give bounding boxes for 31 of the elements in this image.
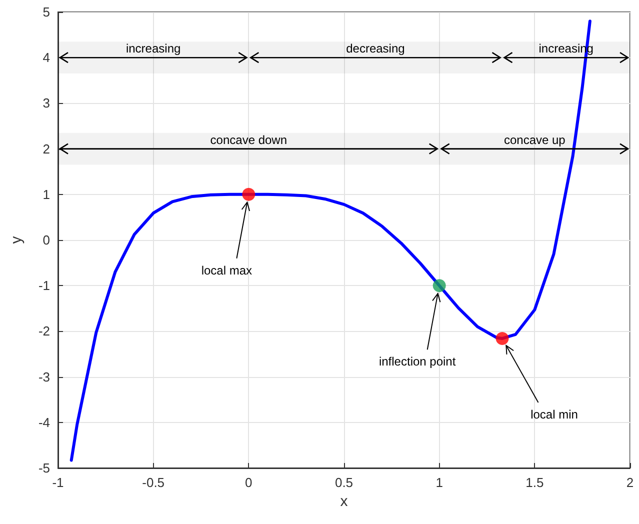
y-tick-label: 5	[42, 4, 50, 20]
point	[432, 279, 446, 292]
annotation: local min	[530, 407, 578, 422]
x-tick-label: 1	[436, 475, 443, 490]
x-tick-label: 2	[626, 475, 634, 490]
y-tick-label: 1	[42, 186, 50, 202]
line-series	[70, 20, 592, 462]
x-tick-label: 0	[245, 475, 252, 490]
band-label: concave down	[210, 132, 288, 147]
band-label: concave up	[504, 132, 566, 147]
y-tick-label: -1	[38, 278, 50, 294]
y-tick-label: 2	[42, 141, 50, 156]
band-label: increasing	[126, 42, 181, 56]
point	[242, 188, 256, 201]
y-tick-label: 4	[42, 50, 50, 66]
y-tick-label: -5	[38, 460, 50, 476]
x-tick-label: -0.5	[142, 475, 165, 490]
y-tick-label: 0	[42, 232, 50, 248]
y-axis-title: y	[8, 236, 25, 244]
x-tick-label: -1	[52, 475, 64, 490]
y-tick-label: 3	[42, 96, 50, 111]
y-tick-label: -2	[38, 324, 50, 339]
band-label: decreasing	[346, 42, 405, 56]
x-tick-label: 1.5	[526, 475, 544, 490]
x-tick-label: 0.5	[334, 475, 354, 490]
annotation: inflection point	[378, 354, 456, 369]
x-axis-title: x	[340, 493, 348, 510]
annotation: local max	[201, 263, 252, 278]
y-tick-label: -3	[38, 369, 50, 384]
y-tick-label: -4	[38, 414, 50, 430]
point	[496, 332, 509, 345]
